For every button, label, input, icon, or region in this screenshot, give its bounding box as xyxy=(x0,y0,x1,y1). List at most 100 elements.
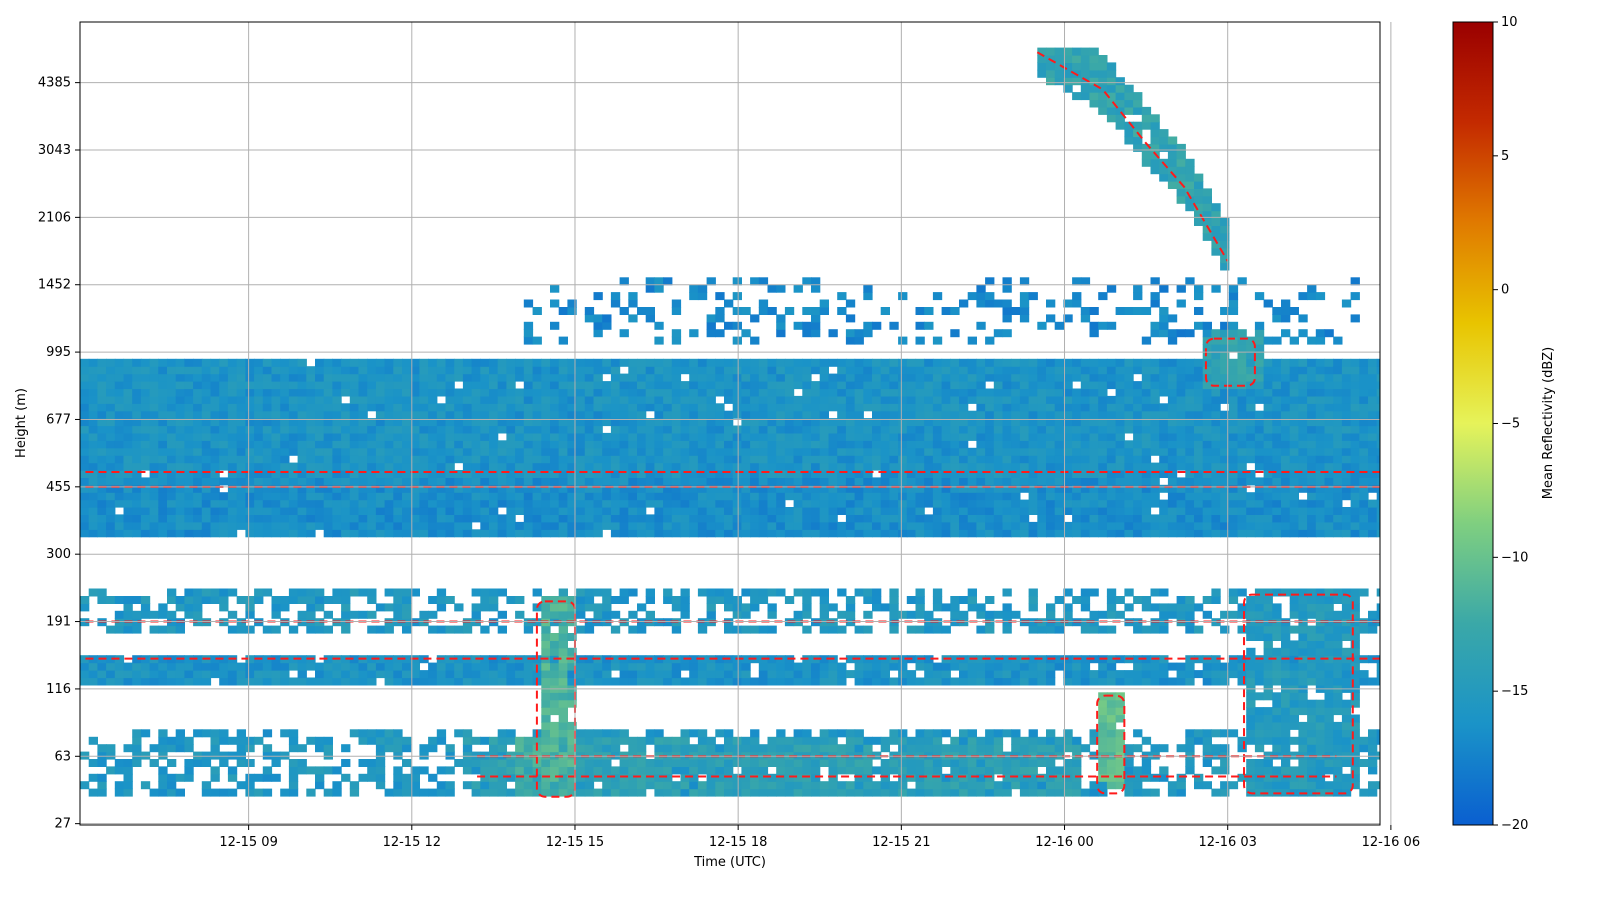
reflectivity-cell xyxy=(254,462,264,471)
reflectivity-cell xyxy=(889,470,899,478)
reflectivity-cell xyxy=(654,455,664,464)
reflectivity-cell xyxy=(489,766,499,775)
reflectivity-cell xyxy=(245,395,255,404)
reflectivity-cell xyxy=(941,677,951,686)
reflectivity-cell xyxy=(654,418,664,427)
reflectivity-cell xyxy=(706,358,716,367)
reflectivity-cell xyxy=(967,766,977,775)
reflectivity-cell xyxy=(619,477,629,486)
reflectivity-cell xyxy=(193,662,203,671)
reflectivity-cell xyxy=(898,781,908,790)
reflectivity-cell xyxy=(706,596,716,604)
reflectivity-cell xyxy=(767,529,777,538)
reflectivity-cell xyxy=(602,477,612,486)
reflectivity-cell xyxy=(732,781,742,790)
reflectivity-cell xyxy=(863,625,873,634)
reflectivity-cell xyxy=(776,729,786,738)
reflectivity-cell xyxy=(906,499,917,508)
reflectivity-cell xyxy=(227,373,238,382)
reflectivity-cell xyxy=(201,788,212,797)
reflectivity-cell xyxy=(262,425,273,434)
reflectivity-cell xyxy=(784,440,795,449)
reflectivity-cell xyxy=(158,610,168,619)
reflectivity-cell xyxy=(88,588,98,597)
reflectivity-cell xyxy=(454,440,464,449)
reflectivity-cell xyxy=(341,514,351,523)
reflectivity-cell xyxy=(1054,507,1064,515)
reflectivity-cell xyxy=(462,462,473,471)
reflectivity-cell xyxy=(184,373,194,382)
reflectivity-cell xyxy=(697,588,708,597)
reflectivity-cell xyxy=(811,470,821,478)
reflectivity-cell xyxy=(532,307,542,315)
reflectivity-cell xyxy=(645,470,655,478)
reflectivity-cell xyxy=(610,788,621,797)
reflectivity-cell xyxy=(193,470,203,478)
reflectivity-cell xyxy=(489,366,499,375)
reflectivity-cell xyxy=(898,729,908,738)
reflectivity-cell xyxy=(219,499,229,508)
reflectivity-cell xyxy=(158,477,168,486)
reflectivity-cell xyxy=(576,447,586,456)
reflectivity-cell xyxy=(245,521,255,530)
reflectivity-cell xyxy=(637,677,647,686)
reflectivity-cell xyxy=(97,447,107,456)
reflectivity-cell xyxy=(227,440,238,449)
reflectivity-cell xyxy=(898,736,908,745)
reflectivity-cell xyxy=(167,507,177,515)
reflectivity-cell xyxy=(367,729,377,738)
reflectivity-cell xyxy=(558,484,568,493)
reflectivity-cell xyxy=(210,588,220,597)
reflectivity-cell xyxy=(967,484,977,493)
reflectivity-cell xyxy=(793,410,803,419)
reflectivity-cell xyxy=(236,432,246,441)
reflectivity-cell xyxy=(793,447,803,456)
reflectivity-cell xyxy=(1002,307,1012,315)
reflectivity-cell xyxy=(1028,662,1038,671)
reflectivity-cell xyxy=(471,373,481,382)
reflectivity-cell xyxy=(1080,425,1091,434)
reflectivity-cell xyxy=(149,425,159,434)
reflectivity-cell xyxy=(149,395,159,404)
reflectivity-cell xyxy=(671,766,682,775)
reflectivity-cell xyxy=(332,462,342,471)
reflectivity-cell xyxy=(436,410,447,419)
reflectivity-cell xyxy=(1098,358,1108,367)
reflectivity-cell xyxy=(645,447,655,456)
reflectivity-cell xyxy=(985,358,995,367)
reflectivity-cell xyxy=(1063,366,1073,375)
reflectivity-cell xyxy=(175,662,185,671)
reflectivity-cell xyxy=(489,388,499,397)
reflectivity-cell xyxy=(671,410,682,419)
reflectivity-cell xyxy=(1028,410,1038,419)
reflectivity-cell xyxy=(732,381,742,390)
reflectivity-cell xyxy=(436,484,447,493)
reflectivity-cell xyxy=(906,788,917,797)
reflectivity-cell xyxy=(132,729,142,738)
reflectivity-cell xyxy=(419,477,429,486)
reflectivity-cell xyxy=(175,677,185,686)
reflectivity-cell xyxy=(558,336,568,345)
reflectivity-cell xyxy=(497,388,507,397)
reflectivity-cell xyxy=(967,596,977,604)
reflectivity-cell xyxy=(915,484,925,493)
reflectivity-cell xyxy=(210,655,220,664)
reflectivity-cell xyxy=(872,425,882,434)
reflectivity-cell xyxy=(558,307,568,315)
reflectivity-cell xyxy=(1159,507,1169,515)
reflectivity-cell xyxy=(193,403,203,412)
reflectivity-cell xyxy=(1054,514,1064,523)
reflectivity-cell xyxy=(1054,470,1064,478)
reflectivity-cell xyxy=(262,455,273,464)
reflectivity-cell xyxy=(767,507,777,515)
reflectivity-cell xyxy=(227,521,238,530)
reflectivity-cell xyxy=(628,292,638,301)
reflectivity-cell xyxy=(1098,514,1108,523)
reflectivity-cell xyxy=(776,766,786,775)
reflectivity-cell xyxy=(863,447,873,456)
reflectivity-cell xyxy=(532,358,542,367)
reflectivity-cell xyxy=(210,484,220,493)
reflectivity-cell xyxy=(985,425,995,434)
reflectivity-cell xyxy=(532,381,542,390)
reflectivity-cell xyxy=(758,373,769,382)
